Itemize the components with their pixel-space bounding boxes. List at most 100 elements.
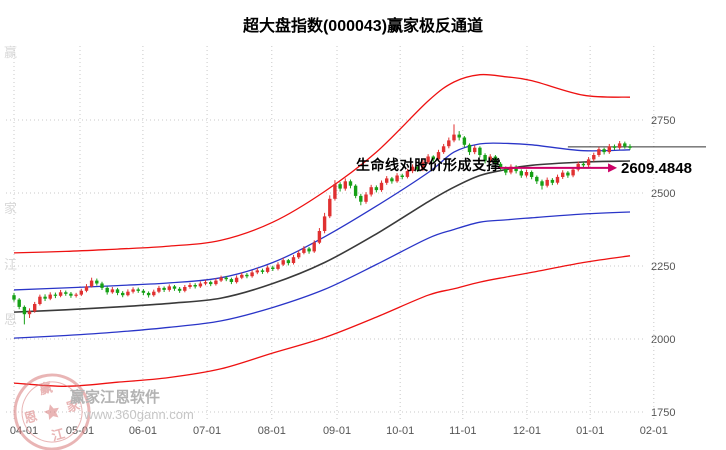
candle-body	[317, 231, 322, 243]
candle-body	[555, 176, 560, 183]
candle-body	[328, 198, 332, 217]
candle-body	[162, 287, 166, 290]
candle-body	[405, 171, 410, 177]
watermark-side-char: 赢	[4, 45, 18, 60]
lower-inner-band-line	[13, 211, 631, 339]
candle-body	[193, 285, 197, 287]
candle-body	[566, 172, 570, 176]
candle-body	[550, 179, 555, 183]
watermark-side-char: 家	[4, 201, 18, 216]
candle-body	[400, 175, 404, 177]
watermark-side-char: 江	[4, 257, 18, 272]
candle-body	[121, 292, 125, 296]
support-arrow-head	[608, 163, 618, 173]
candle-body	[58, 292, 63, 296]
candle-body	[436, 152, 441, 160]
upper-inner-band-line	[13, 142, 631, 291]
candle-body	[229, 279, 234, 282]
seal-char: 赢	[37, 379, 53, 397]
candle-body	[131, 289, 135, 292]
candle-body	[157, 287, 161, 292]
candle-body	[224, 277, 228, 280]
candle-body	[488, 156, 492, 161]
candle-body	[416, 166, 420, 170]
candle-body	[514, 166, 518, 172]
x-tick-label: 02-01	[640, 425, 668, 437]
candle-body	[188, 285, 192, 287]
watermark-side-char: 恩	[4, 312, 18, 327]
annotation-arrow	[498, 163, 618, 173]
support-annotation-text: 生命线对股价形成支撑	[356, 157, 501, 173]
lower-outer-band-line	[13, 255, 631, 387]
x-tick-label: 09-01	[323, 425, 351, 437]
seal-watermark: 赢家江恩	[13, 373, 91, 450]
candle-body	[452, 134, 456, 141]
candle-body	[302, 248, 306, 253]
upper-outer-band-line	[13, 73, 631, 254]
seal-inner-ring	[21, 381, 83, 443]
candle-body	[478, 147, 482, 155]
page-title: 超大盘指数(000043)赢家极反通道	[242, 18, 484, 35]
candle-body	[291, 257, 296, 263]
candle-body	[74, 294, 78, 296]
watermark-url: www.360gann.com	[84, 407, 194, 422]
candle-body	[348, 181, 353, 186]
candle-body	[167, 286, 171, 290]
candle-body	[297, 252, 301, 258]
candle-body	[84, 286, 89, 291]
candle-body	[89, 280, 94, 287]
candle-body	[576, 163, 580, 170]
candle-body	[281, 260, 285, 265]
candle-body	[524, 172, 529, 176]
x-tick-label: 06-01	[129, 425, 157, 437]
candle-body	[214, 280, 218, 285]
candle-body	[509, 166, 513, 173]
seal-char: 恩	[22, 408, 38, 426]
candle-body	[343, 181, 347, 189]
seal-outer-ring	[13, 373, 91, 450]
candle-body	[374, 187, 379, 191]
candle-body	[43, 296, 47, 299]
candle-body	[628, 146, 632, 148]
candle-body	[38, 296, 42, 304]
candle-body	[234, 277, 239, 283]
candle-body	[219, 277, 223, 281]
candle-body	[338, 184, 342, 189]
y-tick-label: 1750	[651, 407, 675, 419]
candle-body	[467, 144, 472, 153]
candle-body	[105, 287, 109, 293]
watermark-brand: 赢家江恩软件	[70, 389, 161, 406]
candle-body	[462, 137, 467, 145]
candle-body	[441, 146, 446, 153]
candle-body	[271, 267, 275, 269]
y-tick-label: 2750	[651, 115, 675, 127]
candle-body	[529, 172, 534, 177]
candle-body	[100, 283, 104, 288]
y-tick-label: 2250	[651, 261, 675, 273]
candle-body	[260, 270, 265, 272]
candle-body	[385, 178, 389, 183]
seal-char: 家	[65, 397, 82, 415]
candle-body	[333, 184, 337, 199]
candle-body	[110, 289, 115, 293]
candle-body	[410, 166, 415, 172]
candle-body	[571, 169, 575, 176]
candle-body	[198, 283, 203, 287]
candle-body	[312, 242, 316, 252]
candle-body	[203, 282, 208, 284]
candle-body	[322, 216, 327, 231]
candle-body	[597, 149, 601, 155]
candle-body	[353, 185, 358, 196]
candle-body	[364, 194, 368, 202]
candle-body	[431, 156, 435, 160]
x-tick-label: 12-01	[513, 425, 541, 437]
candle-body	[395, 175, 399, 182]
seal-char: 江	[50, 426, 66, 444]
candle-body	[519, 171, 523, 176]
candle-body	[255, 270, 259, 273]
candle-body	[27, 311, 32, 315]
candle-body	[183, 287, 187, 291]
